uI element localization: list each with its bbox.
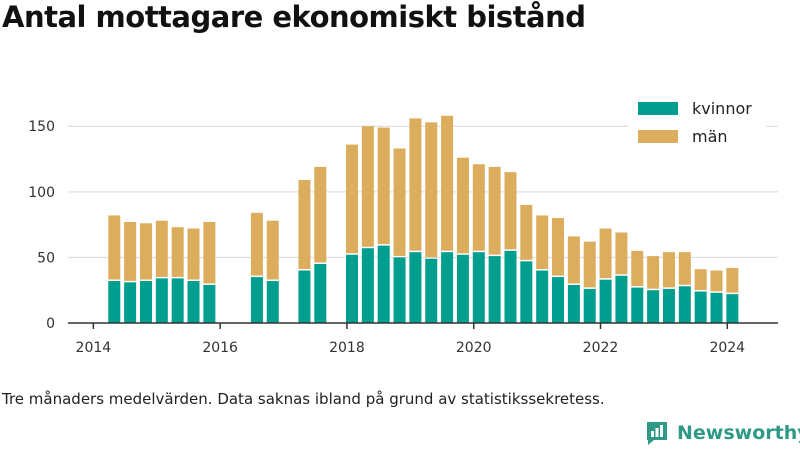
brand-logo[interactable]: Newsworthy bbox=[645, 420, 800, 446]
bar-man bbox=[583, 241, 596, 288]
bar-man bbox=[615, 232, 628, 275]
bar-kvinnor bbox=[203, 284, 216, 323]
bar-man bbox=[250, 212, 263, 276]
bar-kvinnor bbox=[726, 294, 739, 323]
bar-kvinnor bbox=[441, 252, 454, 323]
bar-man bbox=[710, 270, 723, 292]
bar-man bbox=[678, 252, 691, 285]
legend: kvinnor män bbox=[628, 94, 766, 154]
bar-kvinnor bbox=[694, 291, 707, 323]
bar-kvinnor bbox=[583, 288, 596, 323]
y-tick-label: 0 bbox=[46, 316, 55, 332]
y-tick-label: 150 bbox=[28, 119, 55, 135]
bar-kvinnor bbox=[710, 292, 723, 323]
x-tick-label: 2024 bbox=[709, 340, 745, 356]
bar-kvinnor bbox=[187, 281, 200, 323]
bar-man bbox=[298, 180, 311, 270]
bar-kvinnor bbox=[298, 270, 311, 323]
bar-kvinnor bbox=[615, 275, 628, 323]
bar-man bbox=[662, 252, 675, 288]
bar-man bbox=[552, 218, 565, 276]
bar-man bbox=[377, 127, 390, 245]
bar-kvinnor bbox=[647, 290, 660, 323]
newsworthy-logo-icon bbox=[647, 422, 667, 445]
bar-kvinnor bbox=[108, 281, 121, 323]
bar-kvinnor bbox=[409, 252, 422, 323]
chart-footnote: Tre månaders medelvärden. Data saknas ib… bbox=[2, 390, 605, 408]
bar-man bbox=[346, 144, 358, 254]
bar-man bbox=[187, 228, 200, 280]
bar-man bbox=[441, 115, 454, 251]
legend-swatch bbox=[638, 130, 678, 143]
bar-kvinnor bbox=[488, 256, 501, 323]
bar-man bbox=[520, 204, 533, 260]
bar-kvinnor bbox=[456, 254, 469, 323]
bar-kvinnor bbox=[124, 282, 137, 323]
bar-kvinnor bbox=[361, 248, 374, 323]
x-tick-label: 2018 bbox=[329, 340, 365, 356]
x-tick-label: 2022 bbox=[583, 340, 619, 356]
axes: 2014 2016 2018 2020 2022 2024 bbox=[68, 322, 778, 356]
bar-man bbox=[108, 215, 121, 280]
bar-man bbox=[409, 118, 422, 251]
legend-label: män bbox=[692, 127, 728, 146]
bar-man bbox=[488, 166, 501, 255]
bar-kvinnor bbox=[536, 270, 549, 323]
y-tick-label: 100 bbox=[28, 185, 55, 201]
chart-title: Antal mottagare ekonomiskt bistånd bbox=[2, 0, 586, 34]
x-tick-label: 2020 bbox=[456, 340, 492, 356]
bar-kvinnor bbox=[171, 278, 184, 323]
chart: 0 50 100 150 2014 2016 2018 2020 2022 2024 kvinn… bbox=[28, 94, 778, 356]
bar-kvinnor bbox=[377, 245, 390, 323]
bar-kvinnor bbox=[504, 250, 517, 323]
bar-kvinnor bbox=[266, 281, 279, 323]
bar-man bbox=[726, 267, 739, 293]
y-tick-label: 50 bbox=[37, 250, 55, 266]
bar-kvinnor bbox=[631, 287, 644, 323]
bar-kvinnor bbox=[599, 279, 612, 323]
bar-kvinnor bbox=[155, 278, 168, 323]
bar-man bbox=[694, 269, 707, 291]
brand-name: Newsworthy bbox=[677, 422, 800, 444]
bar-kvinnor bbox=[314, 263, 327, 323]
bar-man bbox=[599, 228, 612, 279]
bar-man bbox=[124, 221, 137, 281]
bar-kvinnor bbox=[139, 281, 152, 323]
bar-man bbox=[314, 166, 327, 263]
bar-man bbox=[139, 223, 152, 280]
bar-kvinnor bbox=[520, 261, 533, 323]
legend-label: kvinnor bbox=[692, 99, 752, 118]
x-tick-label: 2016 bbox=[202, 340, 238, 356]
x-tick-label: 2014 bbox=[76, 340, 112, 356]
bar-kvinnor bbox=[425, 258, 438, 323]
bar-man bbox=[203, 221, 216, 284]
bar-man bbox=[504, 172, 517, 250]
bar-kvinnor bbox=[250, 277, 263, 323]
bar-man bbox=[456, 157, 469, 254]
bar-kvinnor bbox=[346, 254, 358, 323]
bar-man bbox=[567, 236, 580, 284]
bars bbox=[108, 115, 739, 323]
bar-man bbox=[266, 220, 279, 280]
bar-kvinnor bbox=[678, 286, 691, 323]
bar-kvinnor bbox=[662, 288, 675, 323]
bar-man bbox=[393, 148, 406, 256]
bar-kvinnor bbox=[393, 257, 406, 323]
legend-swatch bbox=[638, 102, 678, 115]
bar-man bbox=[472, 164, 485, 251]
bar-kvinnor bbox=[552, 277, 565, 323]
bar-man bbox=[171, 227, 184, 277]
bar-man bbox=[536, 215, 549, 270]
bar-man bbox=[155, 220, 168, 277]
bar-man bbox=[425, 122, 438, 258]
bar-man bbox=[361, 126, 374, 247]
bar-man bbox=[647, 256, 660, 289]
grid-lines: 0 50 100 150 bbox=[28, 119, 778, 332]
bar-man bbox=[631, 250, 644, 287]
bar-kvinnor bbox=[472, 252, 485, 323]
bar-kvinnor bbox=[567, 284, 580, 323]
